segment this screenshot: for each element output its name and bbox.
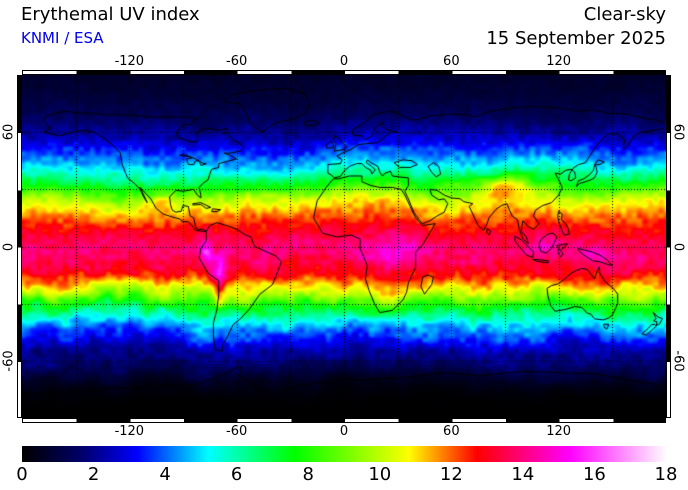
map-frame-top [22, 70, 666, 75]
map-frame-right [666, 75, 671, 418]
sky-condition-label: Clear-sky [583, 4, 666, 25]
latitude-tick-label: 0 [670, 242, 686, 251]
colorbar-tick-label: 8 [302, 464, 314, 485]
longitude-tick-label: -60 [226, 54, 248, 69]
longitude-tick-label: 120 [546, 54, 572, 69]
colorbar-gradient [22, 446, 666, 462]
longitude-tick-label: -120 [114, 424, 145, 439]
map-frame-left [17, 75, 22, 418]
colorbar-tick-label: 14 [511, 464, 535, 485]
colorbar-tick-label: 18 [654, 464, 678, 485]
latitude-tick-label: -60 [1, 350, 17, 372]
longitude-tick-label: -120 [114, 54, 145, 69]
colorbar-tick-label: 10 [368, 464, 392, 485]
page-title: Erythemal UV index [21, 4, 200, 25]
colorbar-tick-label: 2 [87, 464, 100, 485]
longitude-tick-label: 0 [339, 54, 349, 69]
world-map [22, 75, 666, 418]
map-date-label: 15 September 2025 [486, 28, 666, 49]
colorbar-tick-label: 4 [159, 464, 171, 485]
data-source-label: KNMI / ESA [21, 29, 104, 47]
longitude-tick-label: -60 [226, 424, 248, 439]
longitude-tick-label: 120 [546, 424, 572, 439]
map-frame-bottom [22, 418, 666, 423]
latitude-tick-label: 0 [1, 242, 17, 251]
latitude-tick-label: 60 [670, 123, 686, 141]
colorbar-tick-label: 6 [230, 464, 243, 485]
colorbar-tick-label: 0 [16, 464, 28, 485]
longitude-tick-label: 60 [443, 424, 460, 439]
latitude-tick-label: 60 [1, 123, 17, 141]
uv-heatmap-canvas [22, 75, 666, 418]
longitude-tick-label: 60 [443, 54, 460, 69]
colorbar-tick-label: 12 [439, 464, 463, 485]
colorbar-tick-label: 16 [582, 464, 606, 485]
latitude-tick-label: -60 [670, 350, 686, 372]
longitude-tick-label: 0 [339, 424, 349, 439]
